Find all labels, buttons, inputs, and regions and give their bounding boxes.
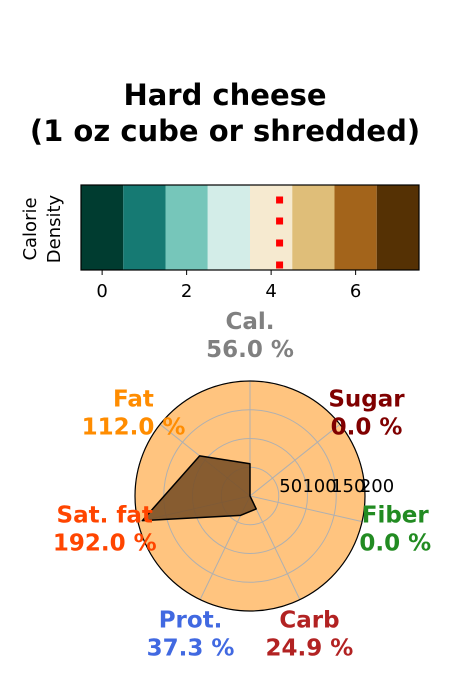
density-cell-4 xyxy=(250,185,293,270)
radar-axis-value: 56.0 % xyxy=(206,337,294,363)
radar-spoke-3 xyxy=(249,495,301,600)
radar-axis-value: 0.0 % xyxy=(331,415,403,441)
density-cell-7 xyxy=(376,185,419,270)
chart-title-line-2: (1 oz cube or shredded) xyxy=(30,114,420,148)
radar-rtick-label-150: 150 xyxy=(331,476,365,497)
strip-ylabel-line-2: Density xyxy=(44,194,65,263)
marker-dot-2 xyxy=(276,239,284,247)
density-cell-1 xyxy=(123,185,166,270)
strip-ylabel-line-1: Calorie xyxy=(20,197,41,260)
radar-axis-name: Sugar xyxy=(328,387,405,413)
marker-dot-0 xyxy=(276,196,284,204)
radar-axis-value: 37.3 % xyxy=(147,635,235,661)
x-tick-label-4: 4 xyxy=(265,281,276,302)
radar-data-polygon xyxy=(141,455,257,522)
x-tick-label-2: 2 xyxy=(181,281,192,302)
x-tick-label-6: 6 xyxy=(350,281,361,302)
radar-axis-value: 192.0 % xyxy=(53,530,157,556)
radar-axis-name: Cal. xyxy=(225,309,274,335)
radar-axis-value: 0.0 % xyxy=(359,530,431,556)
radar-rtick-label-200: 200 xyxy=(360,476,394,497)
radar-rtick-label-100: 100 xyxy=(302,476,336,497)
radar-axis-label-cal: Cal.56.0 % xyxy=(206,309,294,363)
radar-axis-name: Prot. xyxy=(159,607,223,633)
density-cell-2 xyxy=(165,185,208,270)
x-tick-label-0: 0 xyxy=(96,281,107,302)
radar-spoke-1 xyxy=(249,423,341,497)
radar-rtick-label-50: 50 xyxy=(279,476,302,497)
density-cell-5 xyxy=(292,185,335,270)
strip-frame xyxy=(80,184,420,271)
radar-axis-name: Fiber xyxy=(362,502,430,528)
radar-spoke-2 xyxy=(249,495,363,523)
chart-title-line-1: Hard cheese xyxy=(123,78,326,112)
marker-dot-3 xyxy=(276,261,284,269)
radar-axis-name: Carb xyxy=(279,607,339,633)
radar-axis-name: Fat xyxy=(113,387,154,413)
radar-axis-value: 112.0 % xyxy=(82,415,186,441)
density-cell-6 xyxy=(334,185,377,270)
marker-dot-1 xyxy=(276,217,284,225)
density-cell-0 xyxy=(81,185,124,270)
radar-axis-name: Sat. fat xyxy=(57,502,153,528)
calorie-density-strip: 0 2 4 6 Calorie Density xyxy=(20,184,420,302)
radar-axis-value: 24.9 % xyxy=(266,635,354,661)
radar-axis-label-prot: Prot.37.3 % xyxy=(147,607,235,661)
density-cell-3 xyxy=(207,185,250,270)
radar-outer-border xyxy=(134,380,366,612)
strip-ylabel: Calorie Density xyxy=(20,194,65,263)
